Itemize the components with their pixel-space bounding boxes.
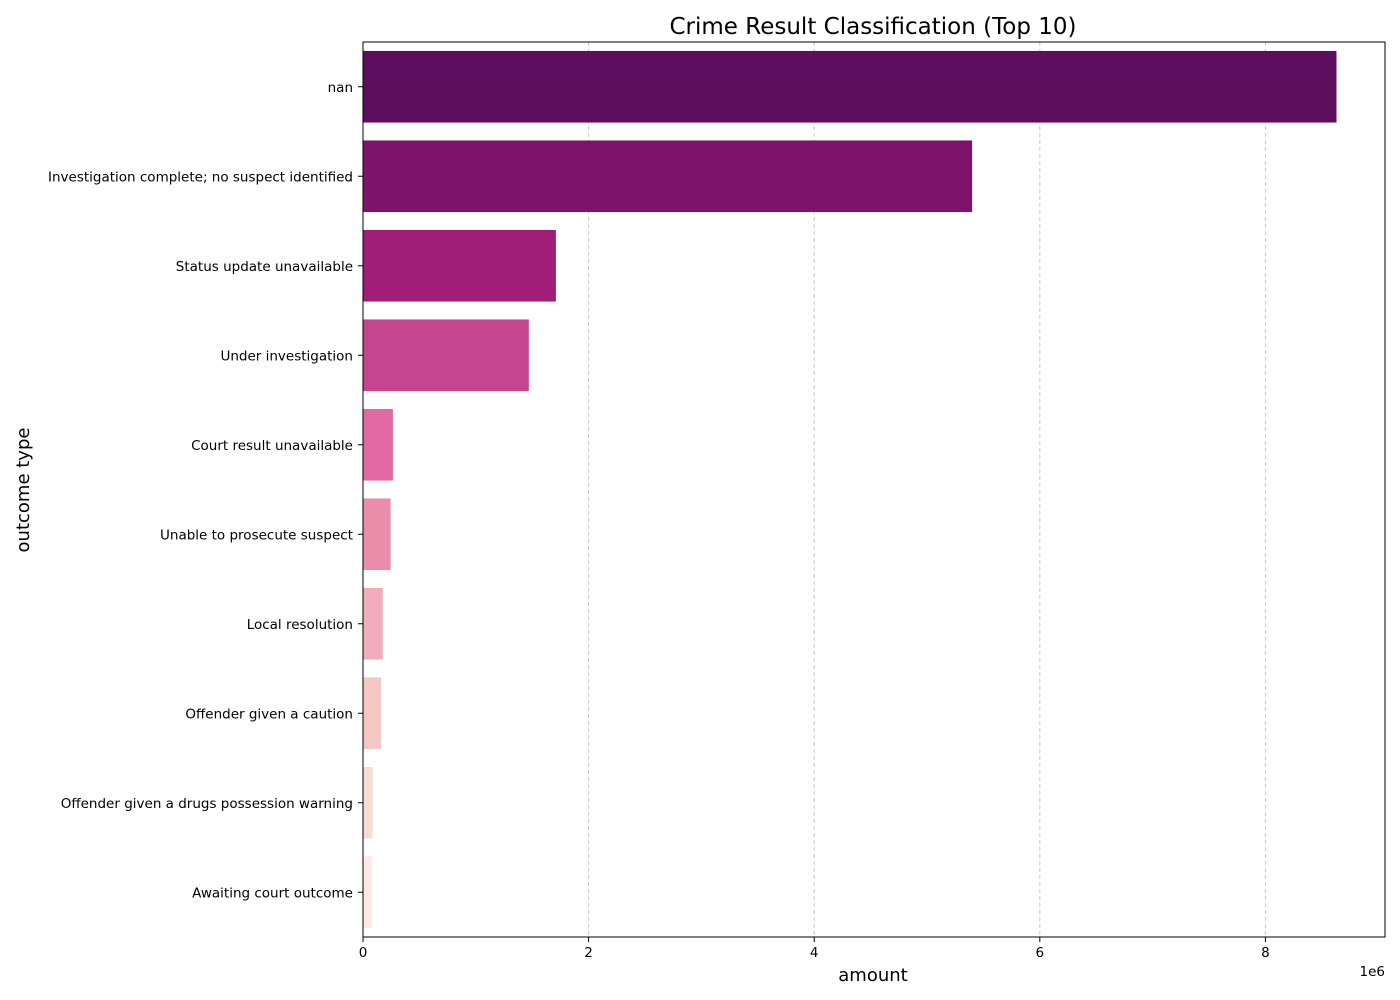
bar xyxy=(363,319,529,392)
x-tick-label: 4 xyxy=(810,945,819,961)
y-tick-label: Offender given a drugs possession warnin… xyxy=(61,796,353,812)
bar xyxy=(363,677,382,750)
plot-frame xyxy=(362,41,1386,938)
x-tick-label: 0 xyxy=(359,945,368,961)
y-tick-label: Offender given a caution xyxy=(185,706,353,722)
y-tick-label: Status update unavailable xyxy=(176,259,353,275)
x-tick-label: 6 xyxy=(1036,945,1045,961)
y-axis-label: outcome type xyxy=(13,428,34,553)
y-tick-label: nan xyxy=(328,80,353,96)
y-tick-label: Awaiting court outcome xyxy=(192,885,353,901)
x-tick-label: 2 xyxy=(584,945,593,961)
chart-title: Crime Result Classification (Top 10) xyxy=(670,14,1077,40)
y-tick-label: Local resolution xyxy=(247,617,353,633)
y-tick-label: Under investigation xyxy=(220,348,353,364)
bar xyxy=(363,50,1337,123)
bars xyxy=(363,50,1337,929)
bar xyxy=(363,856,373,929)
bar xyxy=(363,229,556,302)
y-tick-label: Court result unavailable xyxy=(191,438,353,454)
bar xyxy=(363,587,383,660)
bar xyxy=(363,498,391,571)
bar xyxy=(363,408,393,481)
bar xyxy=(363,140,973,213)
y-tick-label: Investigation complete; no suspect ident… xyxy=(48,169,353,185)
y-tick-label: Unable to prosecute suspect xyxy=(160,527,353,543)
x-tick-label: 8 xyxy=(1261,945,1270,961)
x-axis-offset-label: 1e6 xyxy=(1360,964,1385,980)
y-axis-ticks: nan Investigation complete; no suspect id… xyxy=(48,80,363,901)
x-axis-ticks: 0 2 4 6 8 xyxy=(359,937,1270,961)
x-axis-label: amount xyxy=(838,965,907,986)
bar xyxy=(363,766,373,839)
